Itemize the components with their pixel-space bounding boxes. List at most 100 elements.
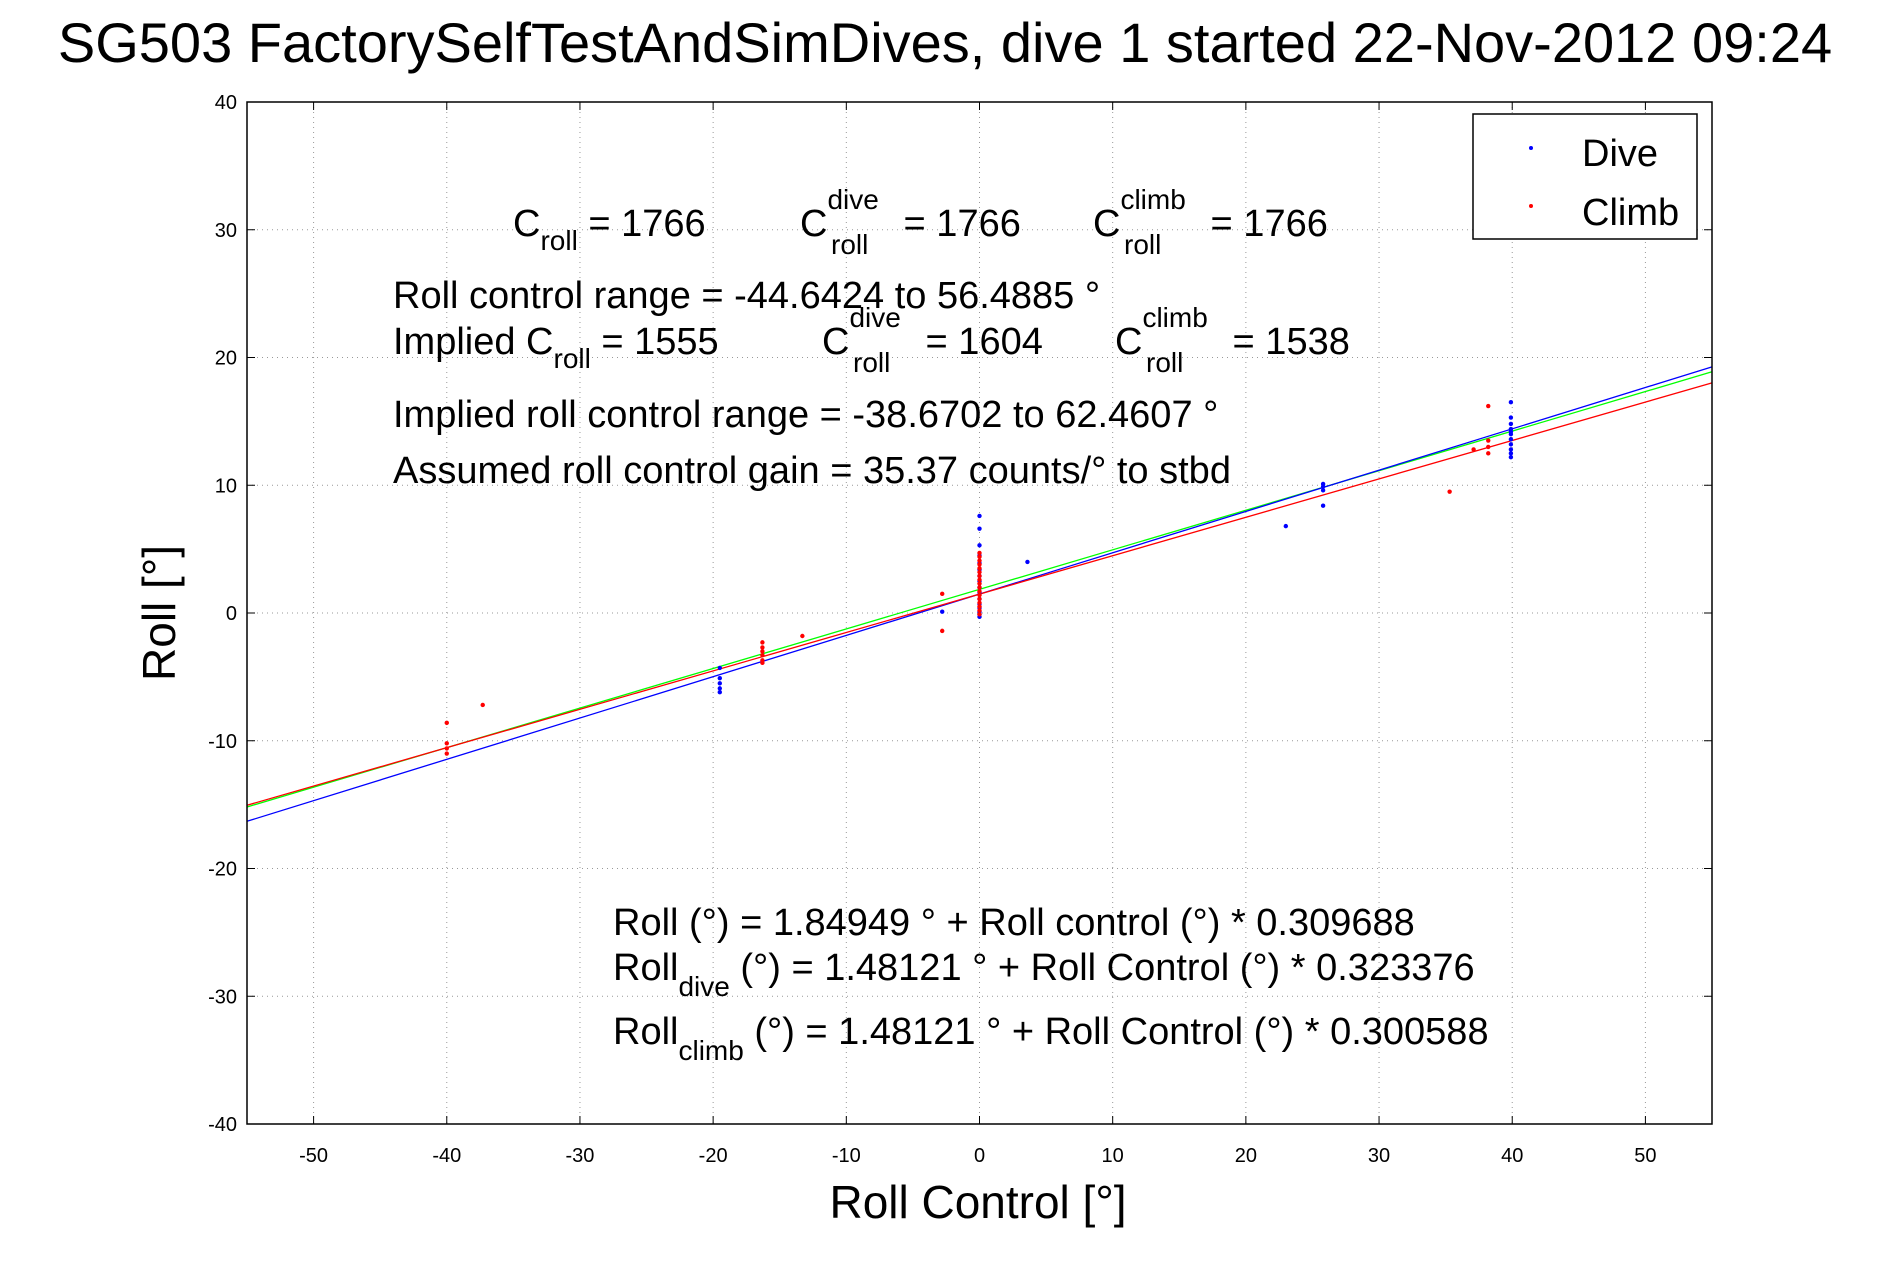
data-point-climb xyxy=(444,741,449,746)
annotation-equation-climb: Rollclimb (°) = 1.48121 ° + Roll Control… xyxy=(613,1011,1489,1066)
legend-label-dive: Dive xyxy=(1582,133,1658,175)
x-ticks: -50 -40 -30 -20 -10 0 10 20 30 40 50 xyxy=(299,102,1657,1167)
data-point-climb xyxy=(444,751,449,756)
data-points xyxy=(444,400,1514,756)
data-point-dive xyxy=(1320,488,1326,493)
x-tick-label: 20 xyxy=(1235,1145,1257,1167)
annotation-implied-c-climb: Cclimb roll = 1538 xyxy=(1115,302,1350,378)
data-point-dive xyxy=(1508,421,1514,427)
data-point-dive xyxy=(1508,400,1514,405)
x-tick-label: -20 xyxy=(699,1145,728,1167)
data-point-dive xyxy=(977,513,982,519)
data-point-climb xyxy=(977,554,982,559)
data-point-climb xyxy=(977,589,982,594)
data-point-dive xyxy=(940,609,945,614)
annotation-implied-c-roll: Implied Croll = 1555 xyxy=(393,321,719,374)
data-point-climb xyxy=(977,585,982,590)
x-tick-label: -30 xyxy=(566,1145,595,1167)
x-tick-label: -10 xyxy=(832,1145,861,1167)
data-point-dive xyxy=(717,686,722,691)
data-point-climb xyxy=(444,720,449,726)
data-point-climb xyxy=(1486,444,1491,450)
data-point-dive xyxy=(1320,481,1326,487)
y-tick-label: 40 xyxy=(215,92,237,114)
x-tick-label: 40 xyxy=(1501,1145,1523,1167)
data-point-dive xyxy=(1508,442,1514,447)
data-point-climb xyxy=(1486,438,1491,443)
data-point-climb xyxy=(760,640,765,645)
annotation-c-roll-climb: Cclimb roll = 1766 xyxy=(1093,184,1328,260)
x-axis-label: Roll Control [°] xyxy=(829,1176,1126,1228)
annotation-gain: Assumed roll control gain = 35.37 counts… xyxy=(393,450,1231,492)
data-point-climb xyxy=(1447,489,1452,494)
x-tick-label: 50 xyxy=(1634,1145,1656,1167)
data-point-climb xyxy=(977,558,982,563)
x-tick-label: -50 xyxy=(299,1145,328,1167)
data-point-dive xyxy=(1508,429,1514,434)
data-point-climb xyxy=(977,604,982,609)
data-point-dive xyxy=(1508,415,1514,420)
y-tick-label: 30 xyxy=(215,220,237,242)
annotation-implied-range: Implied roll control range = -38.6702 to… xyxy=(393,394,1218,436)
y-ticks: -40 -30 -20 -10 0 10 20 30 40 xyxy=(208,92,1712,1136)
data-point-climb xyxy=(977,581,982,586)
y-tick-label: -20 xyxy=(208,859,237,881)
data-point-climb xyxy=(977,550,982,556)
data-point-climb xyxy=(760,652,765,658)
data-point-dive xyxy=(1508,454,1514,460)
data-point-dive xyxy=(717,665,722,671)
data-point-dive xyxy=(1283,523,1289,529)
data-point-dive xyxy=(1508,437,1514,442)
annotations: Croll = 1766 Cdive roll = 1766 Cclimb roll… xyxy=(393,184,1489,1066)
annotation-equation-roll: Roll (°) = 1.84949 ° + Roll control (°) … xyxy=(613,902,1415,944)
data-point-climb xyxy=(480,702,485,708)
data-point-climb xyxy=(977,577,982,582)
data-point-climb xyxy=(800,633,805,639)
data-point-climb xyxy=(977,600,982,605)
data-point-dive xyxy=(717,681,722,686)
annotation-c-roll-dive: Cdive roll = 1766 xyxy=(800,184,1021,260)
data-point-dive xyxy=(977,526,982,531)
data-point-dive xyxy=(1025,559,1030,565)
annotation-roll-control-range: Roll control range = -44.6424 to 56.4885… xyxy=(393,275,1100,317)
series-climb xyxy=(444,403,1491,756)
data-point-dive xyxy=(1320,503,1326,508)
y-tick-label: -30 xyxy=(208,986,237,1008)
y-tick-label: -10 xyxy=(208,731,237,753)
y-tick-label: 10 xyxy=(215,475,237,497)
data-point-dive xyxy=(1508,447,1514,452)
data-point-climb xyxy=(940,591,945,597)
y-tick-label: 0 xyxy=(226,603,237,625)
data-point-climb xyxy=(940,628,945,634)
data-point-climb xyxy=(1486,451,1491,456)
data-point-climb xyxy=(1486,403,1491,409)
data-point-climb xyxy=(977,562,982,567)
chart-title: SG503 FactorySelfTestAndSimDives, dive 1… xyxy=(58,11,1832,74)
data-point-climb xyxy=(1471,447,1476,452)
x-tick-label: 30 xyxy=(1368,1145,1390,1167)
data-point-climb xyxy=(977,592,982,598)
y-tick-label: 20 xyxy=(215,348,237,370)
legend-box xyxy=(1472,113,1698,240)
y-axis-label: Roll [°] xyxy=(133,545,185,681)
annotation-equation-dive: Rolldive (°) = 1.48121 ° + Roll Control … xyxy=(613,947,1475,1002)
data-point-dive xyxy=(977,543,982,548)
annotation-c-roll: Croll = 1766 xyxy=(513,203,706,256)
data-point-climb xyxy=(977,573,982,579)
data-point-climb xyxy=(760,660,765,666)
x-tick-label: 0 xyxy=(974,1145,985,1167)
data-point-climb xyxy=(977,608,982,613)
data-point-dive xyxy=(717,690,722,695)
data-point-climb xyxy=(977,612,982,617)
legend-label-climb: Climb xyxy=(1582,192,1679,234)
data-point-climb xyxy=(977,596,982,602)
y-tick-label: -40 xyxy=(208,1114,237,1136)
legend: Dive Climb xyxy=(1472,113,1698,240)
data-point-climb xyxy=(760,649,765,654)
annotation-implied-c-dive: Cdive roll = 1604 xyxy=(822,302,1043,378)
x-tick-label: -40 xyxy=(432,1145,461,1167)
x-tick-label: 10 xyxy=(1102,1145,1124,1167)
data-point-climb xyxy=(760,645,765,650)
data-point-dive xyxy=(1508,451,1514,456)
